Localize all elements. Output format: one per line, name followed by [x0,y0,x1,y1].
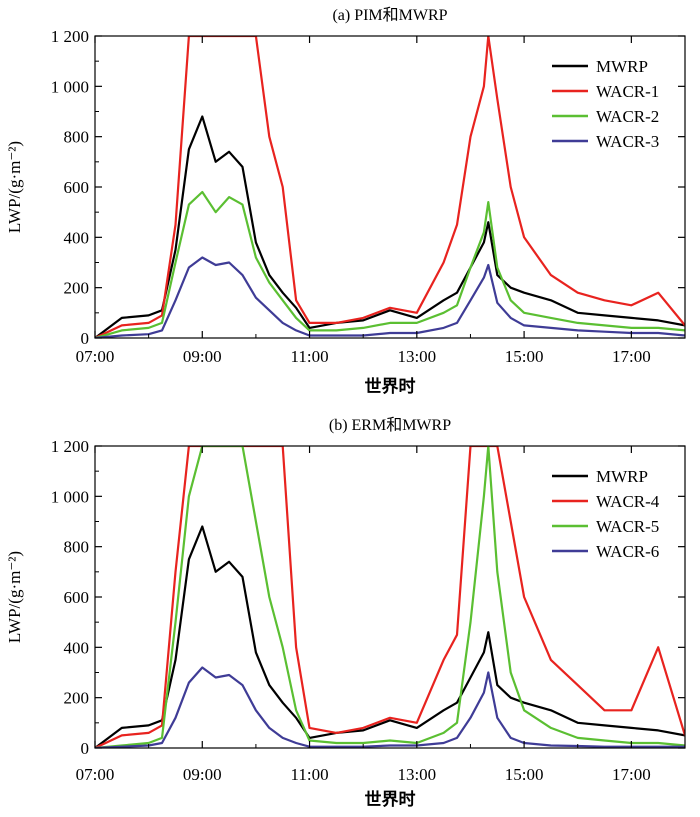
x-tick-label: 09:00 [183,765,222,784]
x-axis-label: 世界时 [365,377,416,397]
y-tick-label: 800 [64,128,90,147]
y-tick-label: 0 [81,739,90,758]
series-line-wacr-5 [95,446,685,748]
legend: MWRP WACR-1 WACR-2 WACR-3 [552,57,659,151]
y-tick-label: 1 000 [51,77,89,96]
y-tick-label: 200 [64,279,90,298]
legend-label: MWRP [596,57,648,76]
x-tick-label: 07:00 [76,765,115,784]
x-tick-label: 11:00 [290,765,328,784]
legend-label: WACR-4 [596,492,660,511]
x-tick-label: 11:00 [290,347,328,366]
legend-label: WACR-5 [596,517,659,536]
y-tick-label: 800 [64,538,90,557]
legend-label: WACR-2 [596,107,659,126]
chart-title: (b) ERM和MWRP [329,416,451,434]
y-tick-label: 400 [64,228,90,247]
chart-panel-a: (a) PIM和MWRP 0 200 400 600 800 1 000 1 200 07:00… [5,6,686,397]
series-line-mwrp [95,525,685,748]
legend-label: MWRP [596,467,648,486]
y-tick-label: 200 [64,689,90,708]
chart-panel-b: (b) ERM和MWRP 0 200 400 600 800 1 000 1 200 07:00… [5,416,686,810]
x-tick-label: 17:00 [612,765,651,784]
legend: MWRP WACR-4 WACR-5 WACR-6 [552,467,660,561]
series-line-wacr-6 [95,666,685,748]
y-tick-label: 1 000 [51,487,89,506]
x-tick-label: 07:00 [76,347,115,366]
y-axis-label: LWP/(g·m⁻²) [5,551,24,643]
x-axis-label: 世界时 [365,790,416,810]
x-tick-label: 15:00 [505,765,544,784]
y-tick-label: 0 [81,329,90,348]
y-tick-label: 1 200 [51,437,89,456]
legend-label: WACR-3 [596,132,659,151]
y-tick-label: 1 200 [51,27,89,46]
legend-label: WACR-6 [596,542,659,561]
y-axis-label: LWP/(g·m⁻²) [5,141,24,233]
series-line-mwrp [95,115,685,338]
chart-title: (a) PIM和MWRP [332,6,447,24]
x-tick-label: 15:00 [505,347,544,366]
x-tick-label: 09:00 [183,347,222,366]
legend-label: WACR-1 [596,82,659,101]
x-tick-label: 17:00 [612,347,651,366]
y-tick-label: 600 [64,178,90,197]
y-tick-label: 400 [64,638,90,657]
series-line-wacr-1 [95,36,685,338]
x-tick-label: 13:00 [397,765,436,784]
series-line-wacr-2 [95,190,685,338]
series-line-wacr-4 [95,446,685,748]
y-tick-label: 600 [64,588,90,607]
x-tick-label: 13:00 [397,347,436,366]
